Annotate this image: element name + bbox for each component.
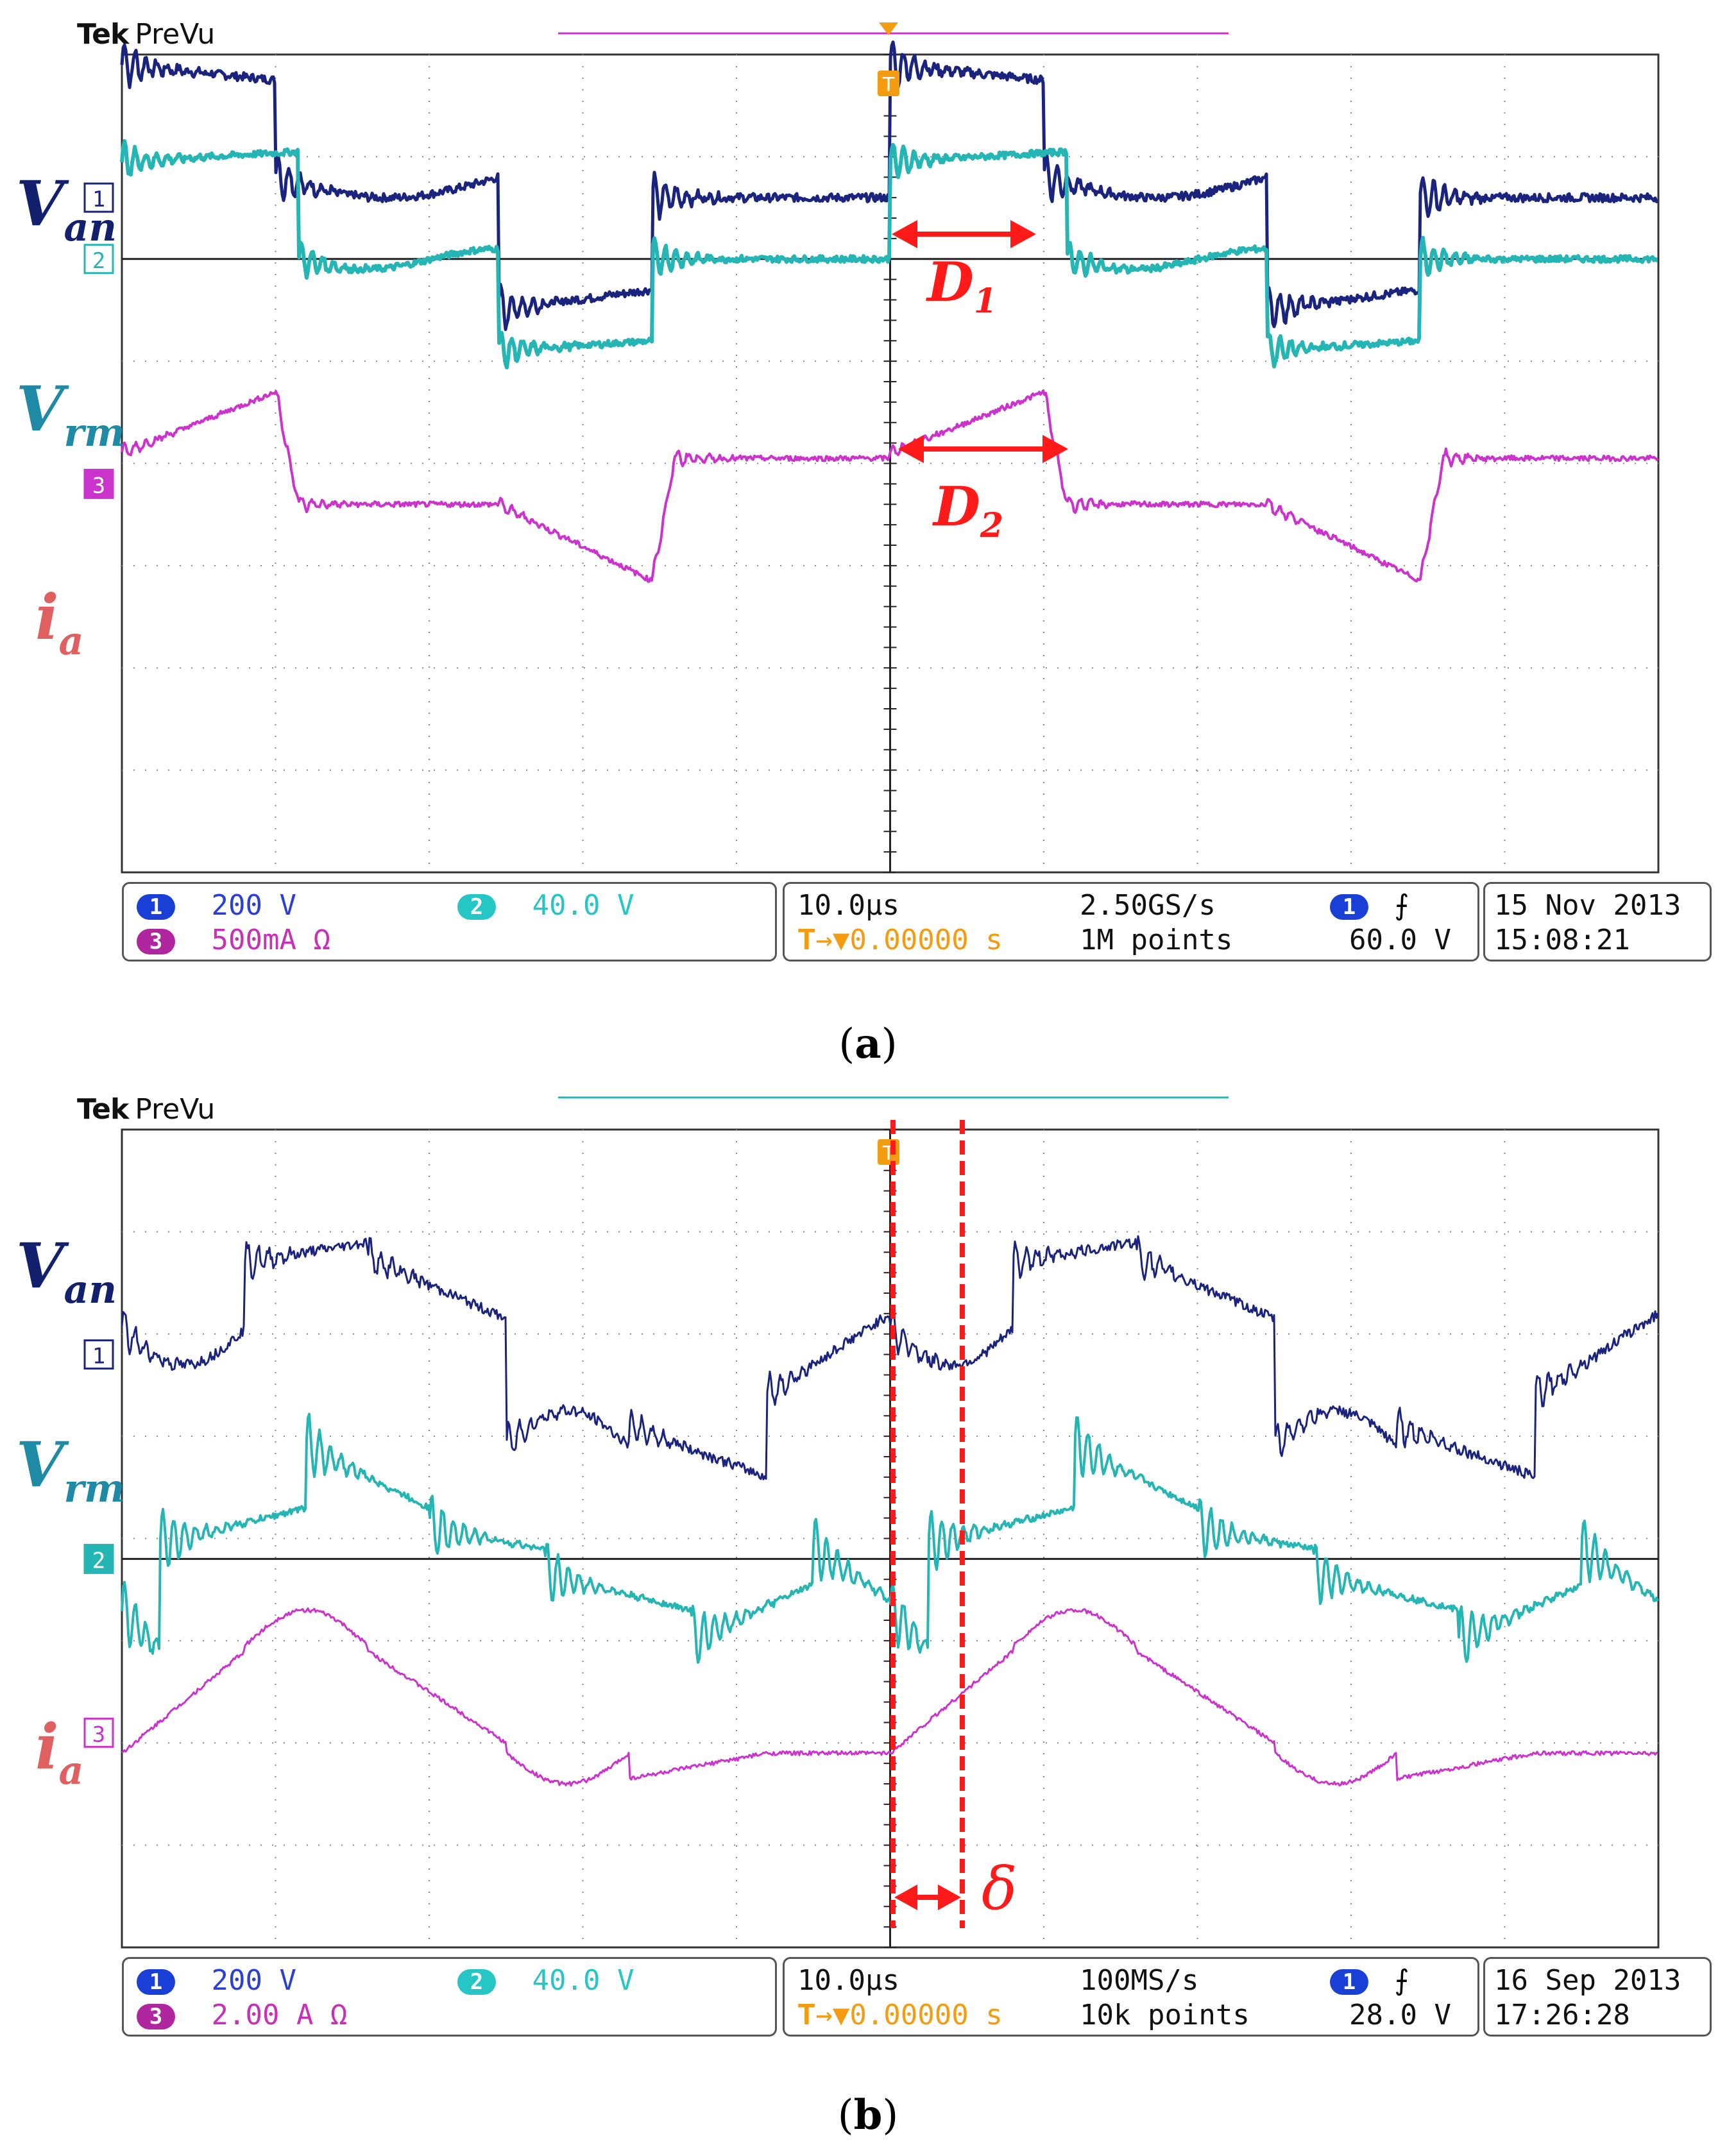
trigger-icon: 𝐓→▼ [797,924,850,956]
ch3-marker-label: 3 [92,1722,105,1747]
caption-b: (b) [837,2091,899,2139]
ch1-marker-label: 1 [92,1344,105,1369]
label-vrm: Vrm [16,373,125,455]
ch1-scale: 200 V [211,889,296,922]
brand-label: Tek PreVu [77,1093,216,1126]
arrow-d1-head-left [892,220,917,248]
scope-screen-a: 1 2 3 T [83,22,1660,874]
sample-rate: 2.50GS/s [1080,889,1216,922]
ch1-badge: 1 [137,1969,175,1995]
trace-vrm [120,139,1658,369]
timebase: 10.0µs [797,1964,899,1997]
trace-ia [121,1607,1658,1787]
ch2-marker [83,244,114,275]
delta-arrow-head-left [894,1885,917,1910]
record-length: 10k points [1080,1999,1250,2031]
label-vrm: Vrm [16,1428,125,1511]
trace-van [121,1235,1659,1480]
ch3-scale: 500mA Ω [211,924,330,956]
arrow-d1-head-right [1010,220,1036,248]
date: 15 Nov 2013 [1494,889,1681,922]
trigger-marker-label: T [882,74,895,96]
ch2-scale: 40.0 V [532,889,634,922]
trace-ia [121,389,1659,583]
trigger-position: 0.00000 s [849,924,1003,956]
arrow-d2-head-right [1042,435,1068,463]
ch1-marker [83,182,114,213]
trigger-marker [878,71,899,96]
record-length: 1M points [1080,924,1233,956]
trigger-level: 60.0 V [1349,924,1451,956]
datetime-box: 15 Nov 2013 15:08:21 [1483,882,1712,962]
sample-rate: 100MS/s [1080,1964,1199,1997]
ch3-badge: 3 [137,929,175,954]
arrow-d2-head-left [898,435,924,463]
ch2-scale: 40.0 V [532,1964,634,1997]
annot-delta: δ [982,1854,1017,1923]
time: 15:08:21 [1494,924,1630,956]
trigger-position: 0.00000 s [849,1999,1003,2031]
trigger-icon: 𝐓→▼ [797,1999,850,2031]
trigger-level: 28.0 V [1349,1999,1451,2031]
ch2-marker [83,1543,114,1574]
ch2-badge: 2 [457,894,496,920]
label-ia: ia [35,1711,84,1793]
trigger-arrow [879,22,898,35]
ch1-scale: 200 V [211,1964,296,1997]
scope-panel-a: Tek PreVu 1 2 3 T Van Vrm ia D1 D2 1 200 V 2… [0,0,1736,969]
ch3-marker [83,468,114,499]
trace-vrm [121,1412,1659,1664]
ch1-badge: 1 [137,894,175,920]
trace-van [120,40,1658,332]
vertical-scale-box: 1 200 V 2 40.0 V 3 500mA Ω [122,882,777,962]
ch3-marker-label: 3 [92,473,105,498]
horizontal-box: 10.0µs 2.50GS/s 1 ⨍ 𝐓→▼0.00000 s 1M poin… [783,882,1479,962]
ch2-badge: 2 [457,1969,496,1995]
label-van: Van [16,1230,117,1312]
datetime-box: 16 Sep 2013 17:26:28 [1483,1957,1712,2037]
ch3-badge: 3 [137,2004,175,2029]
horizontal-box: 10.0µs 100MS/s 1 ⨍ 𝐓→▼0.00000 s 10k poin… [783,1957,1479,2037]
label-ia: ia [35,581,84,664]
trigger-channel: 1 [1330,1969,1368,1995]
ch3-marker [83,1717,114,1748]
annot-d1: D1 [927,250,998,321]
timebase: 10.0µs [797,889,899,922]
vertical-scale-box: 1 200 V 2 40.0 V 3 2.00 A Ω [122,1957,777,2037]
label-van: Van [16,167,117,250]
ch2-marker-label: 2 [92,1548,105,1573]
ch3-scale: 2.00 A Ω [211,1999,348,2031]
time: 17:26:28 [1494,1999,1630,2031]
ch2-marker-label: 2 [92,248,105,274]
annot-d2: D2 [933,475,1004,545]
ch1-marker-label: 1 [92,187,105,212]
delta-arrow-head-right [938,1885,961,1910]
ch1-marker [83,1339,114,1370]
trigger-channel: 1 [1330,894,1368,920]
caption-a: (a) [838,1020,898,1068]
date: 16 Sep 2013 [1494,1964,1681,1997]
brand-label: Tek PreVu [77,18,216,51]
